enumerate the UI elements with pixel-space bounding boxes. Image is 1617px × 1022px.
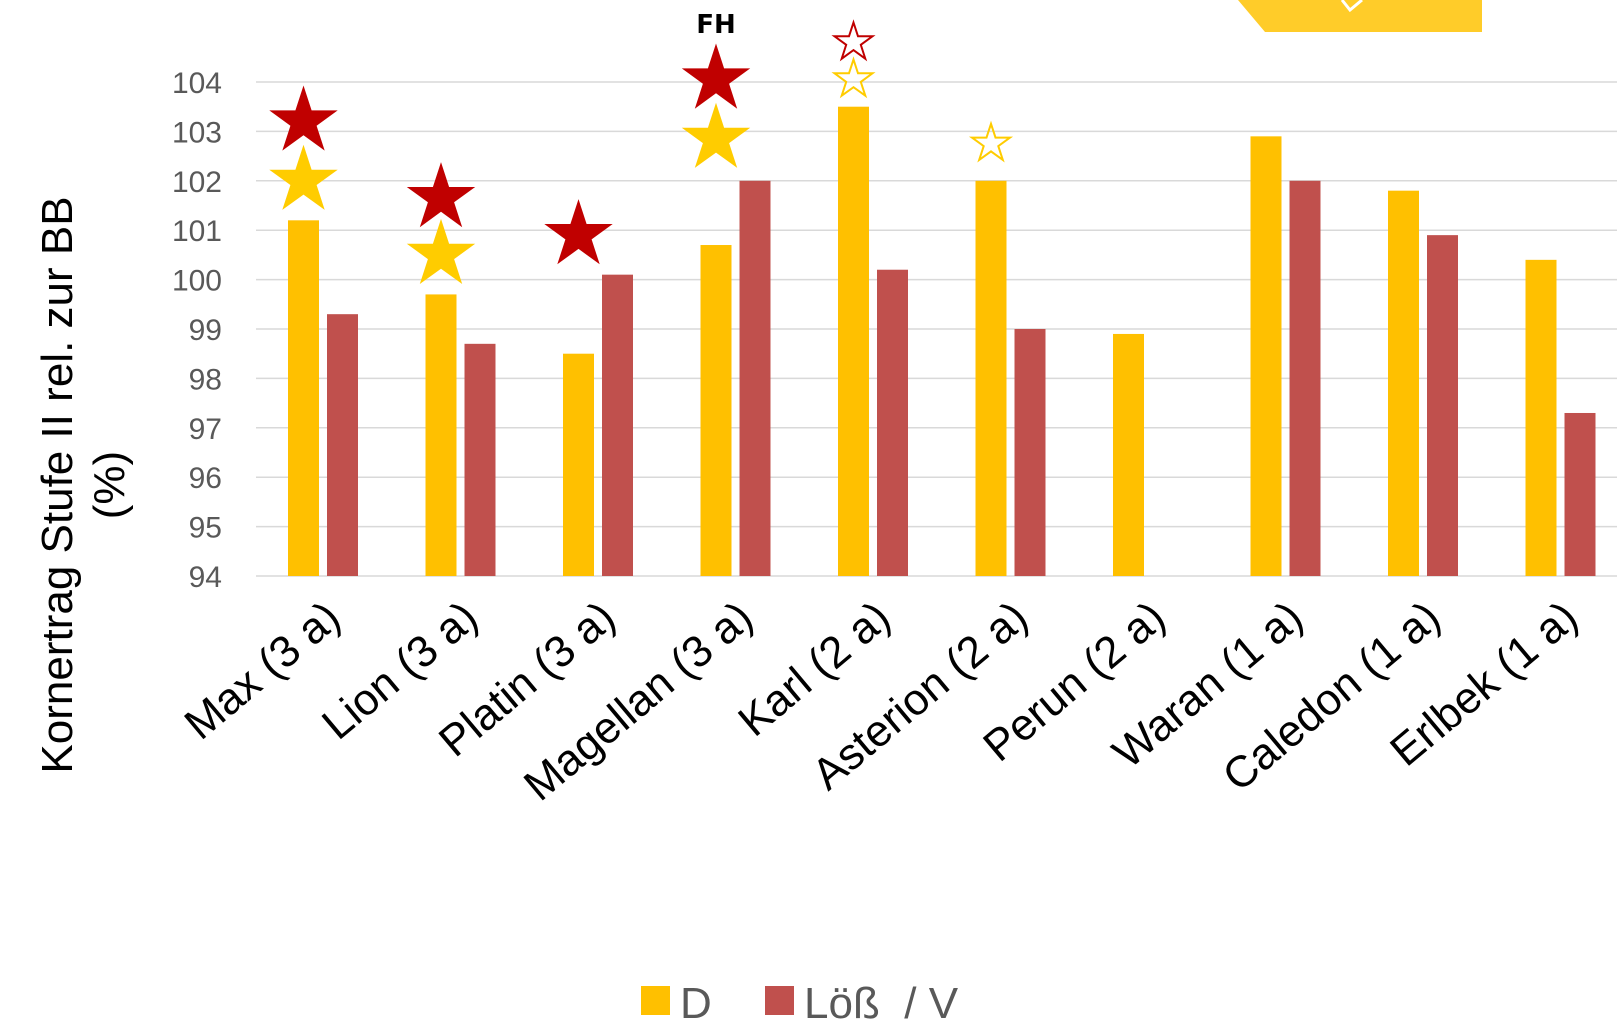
bar-loess xyxy=(1427,235,1458,576)
y-tick-label: 101 xyxy=(172,215,222,248)
y-tick-label: 100 xyxy=(172,265,222,298)
bar-loess xyxy=(1014,329,1046,576)
y-tick-label: 98 xyxy=(189,363,222,396)
bars xyxy=(288,106,1596,577)
y-tick-label: 104 xyxy=(172,67,222,100)
bar-loess xyxy=(1289,180,1321,577)
star-outline-icon xyxy=(968,120,1014,163)
star-outline-icon xyxy=(831,56,876,99)
bar-d xyxy=(288,220,319,576)
bar-d xyxy=(975,180,1007,577)
legend-swatch-d xyxy=(641,986,670,1015)
bar-d xyxy=(563,353,594,576)
bar-loess xyxy=(877,269,908,576)
logo-emblem xyxy=(1238,0,1482,32)
legend-label-d: D xyxy=(680,979,712,1022)
star-filled-icon xyxy=(269,85,338,151)
bar-d xyxy=(425,294,457,576)
bar-d xyxy=(1525,259,1557,576)
bar-loess xyxy=(1564,412,1596,576)
bar-d xyxy=(700,245,732,576)
x-axis-categories: Max (3 a)Lion (3 a)Platin (3 a)Magellan … xyxy=(176,592,1587,810)
bar-d xyxy=(1250,136,1282,576)
star-outline-icon xyxy=(831,19,876,62)
star-filled-icon xyxy=(681,43,751,109)
bar-d xyxy=(1113,333,1144,576)
star-filled-icon xyxy=(406,162,476,228)
y-tick-label: 99 xyxy=(189,314,222,347)
bar-loess xyxy=(602,274,633,576)
y-tick-label: 103 xyxy=(172,116,222,149)
y-tick-label: 102 xyxy=(172,166,222,199)
y-tick-label: 97 xyxy=(189,413,222,446)
y-tick-label: 96 xyxy=(189,462,222,495)
star-filled-icon xyxy=(406,218,476,284)
star-filled-icon xyxy=(681,102,751,168)
bar-loess xyxy=(464,343,496,576)
bar-loess xyxy=(327,314,358,576)
y-axis-label-line1: Kornertrag Stufe II rel. zur BB xyxy=(33,196,82,773)
star-filled-icon xyxy=(544,199,613,265)
y-axis-label: Kornertrag Stufe II rel. zur BB (%) xyxy=(33,196,134,773)
bar-d xyxy=(838,106,869,576)
bar-loess xyxy=(739,180,771,577)
legend: D Löß / V xyxy=(641,979,959,1022)
legend-swatch-loess xyxy=(765,986,794,1015)
y-tick-label: 94 xyxy=(189,561,222,594)
star-filled-icon xyxy=(269,144,338,210)
fh-annotation: FH xyxy=(696,10,736,40)
legend-label-loess: Löß / V xyxy=(804,979,959,1022)
y-tick-label: 95 xyxy=(189,512,222,545)
y-axis-ticks: 94 95 96 97 98 99 100 101 102 103 104 xyxy=(172,67,222,594)
x-category-label: Magellan (3 a) xyxy=(515,592,762,810)
annotation-stars xyxy=(269,19,1014,284)
y-axis-label-line2: (%) xyxy=(85,451,134,519)
x-category-label: Max (3 a) xyxy=(176,592,350,749)
bar-d xyxy=(1388,190,1419,576)
